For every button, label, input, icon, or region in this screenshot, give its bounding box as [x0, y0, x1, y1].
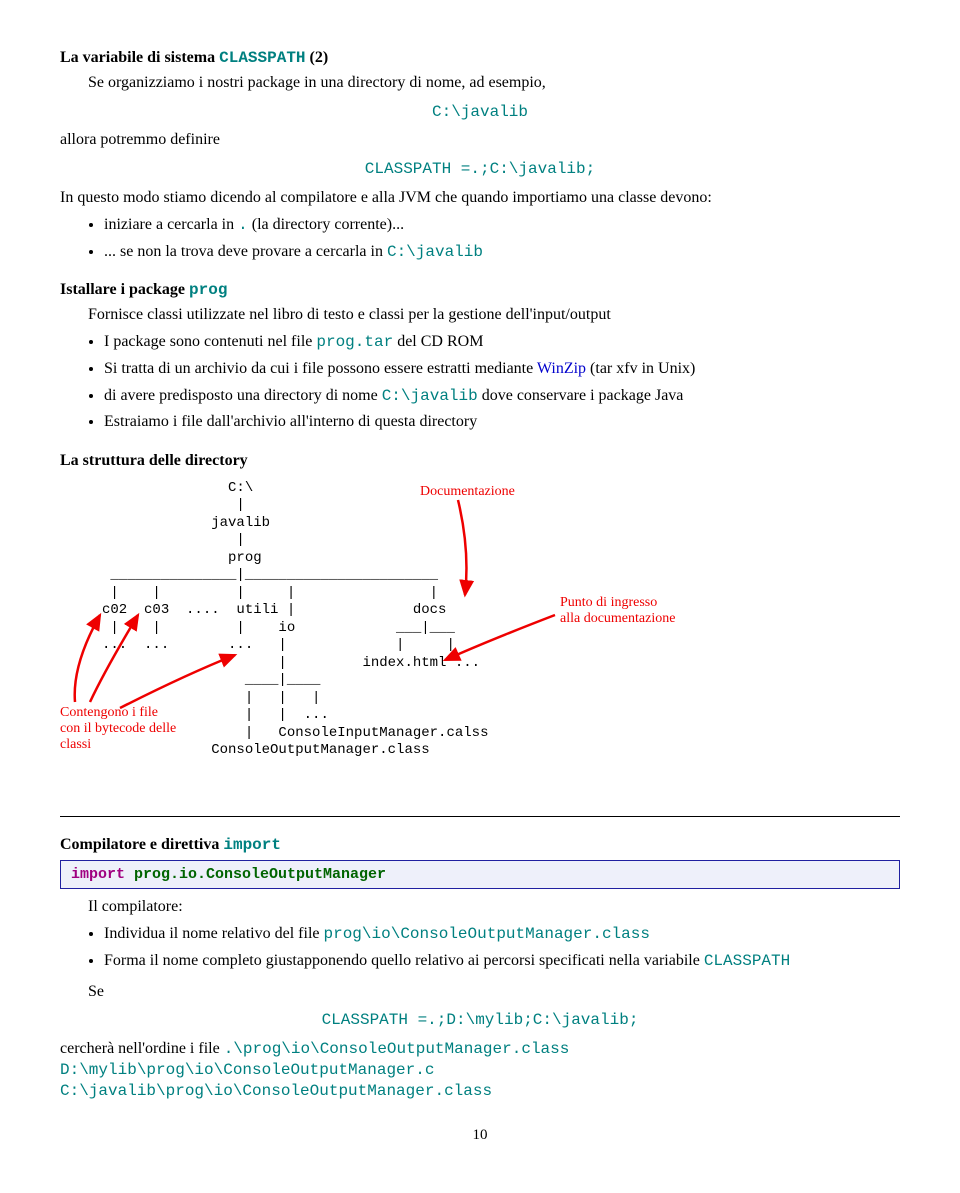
sec1-center2: CLASSPATH =.;C:\javalib;: [365, 160, 595, 178]
sec1-list: iniziare a cercarla in . (la directory c…: [104, 215, 900, 263]
tree-ascii: C:\ | javalib | prog _______________|___…: [60, 480, 900, 760]
sec4-se: Se: [88, 982, 900, 1003]
sec4-last: cercherà nell'ordine i file .\prog\io\Co…: [60, 1039, 900, 1101]
list-item: di avere predisposto una directory di no…: [104, 386, 900, 407]
sec4-list: Individua il nome relativo del file prog…: [104, 924, 900, 972]
sec2-title: Istallare i package prog: [60, 280, 900, 301]
sec1-title: La variabile di sistema CLASSPATH (2): [60, 48, 900, 69]
import-box: import prog.io.ConsoleOutputManager: [60, 860, 900, 890]
sec1-line2: allora potremmo definire: [60, 130, 900, 151]
list-item: Si tratta di un archivio da cui i file p…: [104, 359, 900, 380]
directory-tree-diagram: C:\ | javalib | prog _______________|___…: [60, 480, 900, 780]
list-item: Individua il nome relativo del file prog…: [104, 924, 900, 945]
sec1-line3: In questo modo stiamo dicendo al compila…: [60, 188, 900, 209]
label-files: Contengono i file con il bytecode delle …: [60, 705, 176, 753]
sec2-sub: Fornisce classi utilizzate nel libro di …: [88, 305, 900, 326]
sec1-line1: Se organizziamo i nostri package in una …: [88, 73, 900, 94]
list-item: iniziare a cercarla in . (la directory c…: [104, 215, 900, 236]
sec3-title: La struttura delle directory: [60, 451, 900, 472]
label-entry: Punto di ingresso alla documentazione: [560, 595, 675, 627]
list-item: I package sono contenuti nel file prog.t…: [104, 332, 900, 353]
list-item: ... se non la trova deve provare a cerca…: [104, 242, 900, 263]
list-item: Estraiamo i file dall'archivio all'inter…: [104, 412, 900, 433]
list-item: Forma il nome completo giustapponendo qu…: [104, 951, 900, 972]
page-number: 10: [60, 1126, 900, 1146]
sec4-center: CLASSPATH =.;D:\mylib;C:\javalib;: [322, 1011, 639, 1029]
sec1-center1: C:\javalib: [432, 103, 528, 121]
sec4-title: Compilatore e direttiva import: [60, 835, 900, 856]
sec4-line1: Il compilatore:: [88, 897, 900, 918]
divider: [60, 816, 900, 817]
label-documentazione: Documentazione: [420, 484, 515, 500]
sec2-list: I package sono contenuti nel file prog.t…: [104, 332, 900, 433]
